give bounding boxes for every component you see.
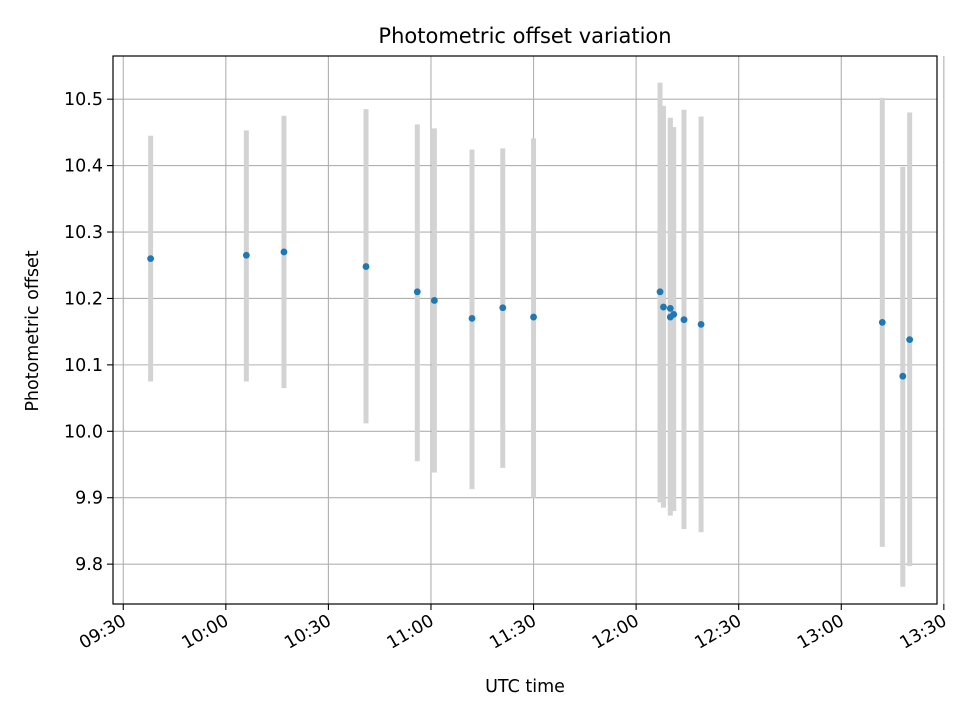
y-tick-label: 10.0 xyxy=(64,422,103,442)
data-point xyxy=(430,297,438,304)
x-tick-label: 13:00 xyxy=(794,611,848,654)
y-tick-label: 10.2 xyxy=(64,289,103,309)
x-axis-ticks: 09:30 10:00 10:30 11:00 11:30 12:00 12:30 13:00… xyxy=(76,604,950,654)
y-tick-label: 10.1 xyxy=(64,356,103,376)
plot-frame xyxy=(112,55,938,605)
data-points xyxy=(147,248,914,380)
data-point xyxy=(697,320,705,328)
error-bars xyxy=(148,82,913,587)
data-point xyxy=(242,251,250,259)
data-point xyxy=(656,288,664,296)
data-point xyxy=(468,314,476,322)
data-point xyxy=(666,305,674,312)
data-point xyxy=(147,255,155,262)
y-axis-label: Photometric offset xyxy=(23,250,43,411)
data-point xyxy=(906,336,914,344)
x-axis-label: UTC time xyxy=(485,677,565,697)
chart-title: Photometric offset variation xyxy=(378,24,671,48)
x-tick-label: 11:30 xyxy=(486,611,540,654)
data-point xyxy=(499,304,507,312)
x-tick-label: 11:00 xyxy=(384,611,438,654)
data-point xyxy=(660,303,667,311)
y-tick-label: 10.5 xyxy=(64,90,103,110)
data-point xyxy=(878,318,886,326)
x-tick-label: 10:00 xyxy=(179,611,233,654)
data-point xyxy=(670,310,678,318)
grid xyxy=(113,56,945,604)
x-tick-label: 12:30 xyxy=(692,611,746,654)
x-tick-label: 12:00 xyxy=(589,611,643,654)
data-point xyxy=(280,248,288,256)
y-tick-label: 10.3 xyxy=(64,223,103,243)
data-point xyxy=(413,288,421,296)
x-tick-label: 10:30 xyxy=(281,611,335,654)
x-tick-label: 09:30 xyxy=(76,611,130,654)
x-tick-label: 13:30 xyxy=(897,611,951,654)
y-axis-ticks: 9.8 9.9 10.0 10.1 10.2 10.3 10.4 10.5 xyxy=(64,90,113,575)
data-point xyxy=(680,316,688,324)
data-point xyxy=(899,372,907,380)
data-point xyxy=(530,313,537,321)
data-point xyxy=(362,263,370,270)
y-tick-label: 9.9 xyxy=(75,489,103,509)
y-tick-label: 10.4 xyxy=(64,157,103,177)
y-tick-label: 9.8 xyxy=(75,555,103,575)
